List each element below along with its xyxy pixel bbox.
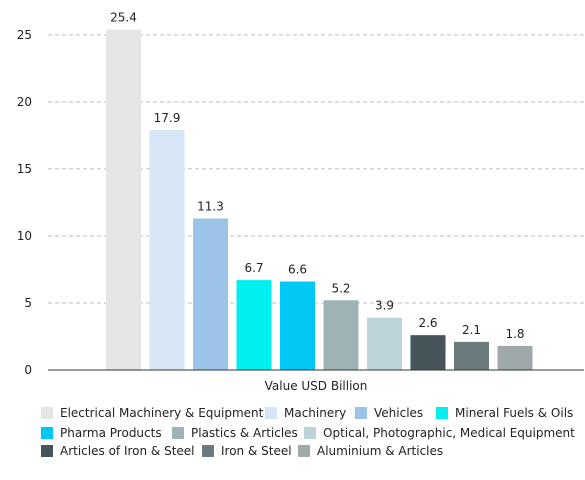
bar-2: [149, 130, 185, 370]
legend-swatch: [355, 407, 367, 419]
y-tick-label: 10: [17, 229, 32, 243]
legend-swatch: [298, 445, 310, 457]
legend-label: Electrical Machinery & Equipment: [60, 406, 264, 420]
legend-swatch: [41, 407, 53, 419]
x-axis-title: Value USD Billion: [265, 379, 368, 393]
legend-swatch: [172, 427, 184, 439]
bar-data-label: 5.2: [331, 281, 350, 295]
legend-label: Aluminium & Articles: [317, 444, 443, 458]
legend-swatch: [41, 445, 53, 457]
legend-label: Vehicles: [374, 406, 423, 420]
legend-label: Optical, Photographic, Medical Equipment: [323, 426, 575, 440]
bar-data-label: 25.4: [110, 10, 137, 24]
legend-swatch: [304, 427, 316, 439]
y-tick-label: 0: [24, 363, 32, 377]
bar-4: [236, 280, 272, 370]
legend-swatch: [265, 407, 277, 419]
bar-data-label: 6.7: [244, 261, 263, 275]
bars-layer: [106, 29, 533, 371]
bar-data-label: 6.6: [288, 263, 307, 277]
bar-5: [280, 281, 315, 370]
legend-swatch: [436, 407, 448, 419]
data-labels-layer: 25.4 17.9 11.3 6.7 6.6 5.2 3.9 2.6 2.1 1.8: [110, 10, 524, 340]
legend-label: Iron & Steel: [221, 444, 292, 458]
grid-layer: 0 5 10 15 20 25: [17, 28, 584, 377]
bar-9: [454, 341, 489, 370]
y-tick-label: 20: [17, 95, 32, 109]
bar-7: [367, 317, 402, 370]
legend-swatch: [202, 445, 214, 457]
bar-3: [193, 218, 228, 370]
y-tick-label: 25: [17, 28, 32, 42]
bar-data-label: 17.9: [154, 111, 181, 125]
bar-data-label: 1.8: [505, 327, 524, 341]
bar-data-label: 11.3: [197, 199, 224, 213]
bar-data-label: 2.6: [418, 316, 437, 330]
bar-data-label: 2.1: [462, 323, 481, 337]
legend-label: Mineral Fuels & Oils: [455, 406, 573, 420]
y-tick-label: 15: [17, 162, 32, 176]
legend-label: Machinery: [284, 406, 346, 420]
bar-data-label: 3.9: [375, 299, 394, 313]
legend-swatch: [41, 427, 53, 439]
bar-10: [497, 345, 533, 370]
legend-label: Pharma Products: [60, 426, 162, 440]
legend-label: Plastics & Articles: [191, 426, 298, 440]
bar-1: [106, 29, 141, 371]
legend-label: Articles of Iron & Steel: [60, 444, 195, 458]
bar-6: [323, 300, 359, 370]
legend: Electrical Machinery & Equipment Machiner…: [41, 406, 575, 458]
y-tick-label: 5: [24, 296, 32, 310]
bar-8: [410, 335, 446, 370]
